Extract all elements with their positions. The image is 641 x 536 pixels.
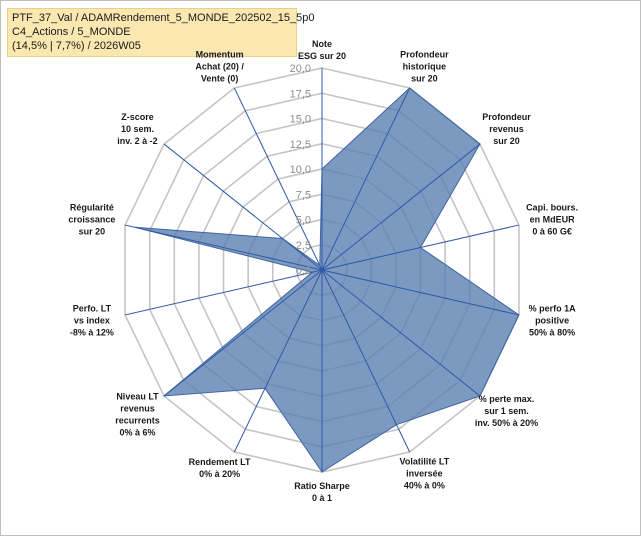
axis-spoke-12: [124, 224, 323, 271]
axis-label-13-line-2: 10 sem.: [121, 124, 154, 134]
axis-label-14-line-2: Achat (20) /: [195, 61, 244, 71]
axis-label-11-line-2: vs index: [74, 315, 110, 325]
axis-label-3-line-1: Profondeur: [482, 112, 531, 122]
axis-label-13-line-3: inv. 2 à -2: [117, 136, 157, 146]
axis-label-3-line-2: revenus: [489, 124, 524, 134]
chart-title-line-2: C4_Actions / 5_MONDE: [12, 26, 131, 38]
axis-label-6-line-1: % perte max.: [479, 394, 535, 404]
axis-label-6-line-2: sur 1 sem.: [484, 406, 529, 416]
axis-spoke-11: [124, 269, 323, 316]
tick-label-1: 2,5: [296, 240, 311, 252]
axis-label-4-line-2: en MdEUR: [530, 215, 576, 225]
tick-label-5: 12,5: [290, 139, 311, 151]
axis-label-11-line-1: Perfo. LT: [73, 303, 112, 313]
axis-spoke-9: [233, 269, 323, 453]
axis-label-5-line-2: positive: [535, 315, 569, 325]
axis-spoke-5: [321, 269, 520, 316]
axis-label-1-line-2: ESG sur 20: [298, 51, 346, 61]
tick-label-6: 15,0: [290, 114, 311, 126]
axis-label-2-line-2: historique: [403, 61, 447, 71]
axis-label-8-line-1: Ratio Sharpe: [294, 481, 350, 491]
axis-label-10-line-3: recurrents: [115, 416, 160, 426]
axis-label-3-line-3: sur 20: [493, 136, 520, 146]
axis-spoke-13: [163, 143, 323, 271]
axis-label-4-line-1: Capi. bours.: [526, 203, 578, 213]
axis-spoke-7: [321, 269, 411, 453]
axis-spoke-2: [321, 87, 411, 271]
axis-spoke-3: [321, 143, 481, 271]
axis-label-12-line-3: sur 20: [79, 227, 106, 237]
tick-label-8: 20,0: [290, 63, 311, 75]
axis-spoke-6: [321, 269, 481, 397]
axis-label-9-line-1: Rendement LT: [189, 457, 251, 467]
axis-label-14-line-1: Momentum: [196, 49, 244, 59]
axis-label-7-line-3: 40% à 0%: [404, 481, 445, 491]
axis-label-7-line-2: inversée: [406, 469, 443, 479]
tick-label-7: 17,5: [290, 88, 311, 100]
tick-label-3: 7,5: [296, 189, 311, 201]
axis-label-12-line-2: croissance: [68, 215, 115, 225]
tick-label-2: 5,0: [296, 215, 311, 227]
axis-label-4-line-3: 0 à 60 G€: [532, 227, 572, 237]
chart-title-line-1: PTF_37_Val / ADAMRendement_5_MONDE_20250…: [12, 12, 315, 24]
axis-label-6-line-3: inv. 50% à 20%: [475, 418, 538, 428]
axis-label-8-line-2: 0 à 1: [312, 493, 332, 503]
axis-label-12-line-1: Régularité: [70, 203, 114, 213]
tick-label-4: 10,0: [290, 164, 311, 176]
axis-label-10-line-4: 0% à 6%: [119, 428, 155, 438]
axis-label-9-line-2: 0% à 20%: [199, 469, 240, 479]
axis-spoke-14: [233, 87, 323, 271]
axis-label-5-line-3: 50% à 80%: [529, 327, 575, 337]
axis-spoke-4: [321, 224, 520, 271]
tick-label-0: 0,0: [296, 265, 311, 277]
chart-title-line-3: (14,5% | 7,7%) / 2026W05: [12, 40, 141, 52]
axis-label-5-line-1: % perfo 1A: [529, 303, 577, 313]
axis-label-10-line-1: Niveau LT: [116, 392, 159, 402]
axis-label-2-line-3: sur 20: [411, 73, 438, 83]
axis-label-7-line-1: Volatilité LT: [400, 457, 450, 467]
axis-label-2-line-1: Profondeur: [400, 49, 449, 59]
axis-label-1-line-1: Note: [312, 39, 332, 49]
axis-label-10-line-2: revenus: [120, 404, 155, 414]
axis-label-14-line-3: Vente (0): [201, 73, 239, 83]
axis-label-13-line-1: Z-score: [121, 112, 154, 122]
axis-label-11-line-3: -8% à 12%: [70, 327, 114, 337]
axis-spoke-10: [163, 269, 323, 397]
chart-title-box: PTF_37_Val / ADAMRendement_5_MONDE_20250…: [7, 8, 315, 57]
